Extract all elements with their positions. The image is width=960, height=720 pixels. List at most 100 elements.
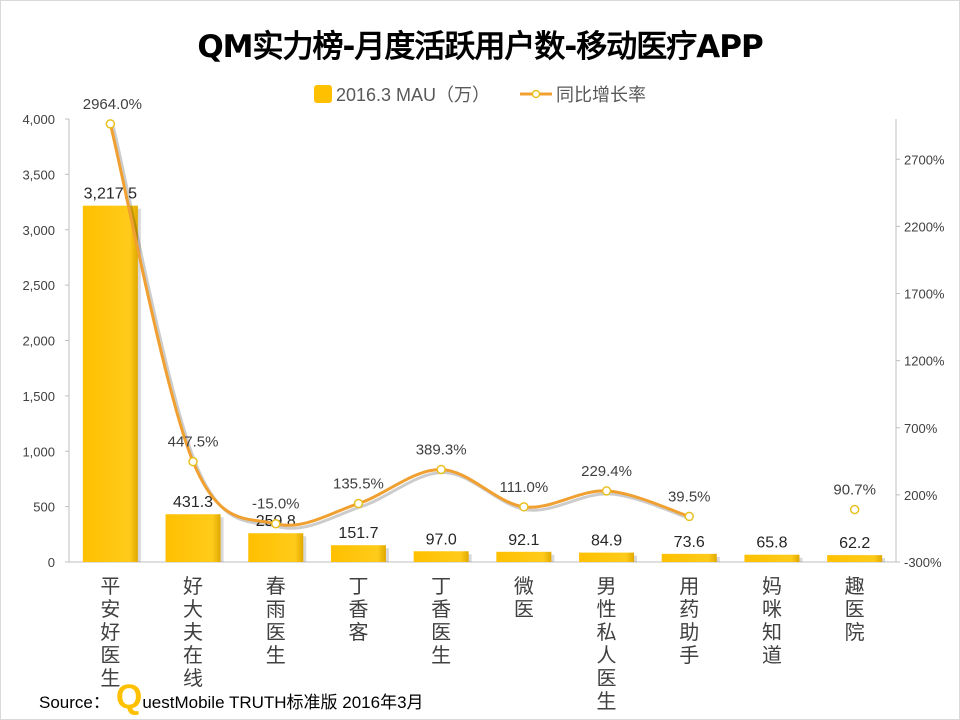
- legend-item-growth[interactable]: 同比增长率: [520, 81, 646, 107]
- bar-微医: [496, 551, 552, 562]
- bar-平安好医生: [82, 205, 138, 563]
- category-label-char: 咪: [762, 598, 782, 621]
- category-label-char: 平: [100, 576, 120, 598]
- questmobile-logo: Q: [115, 678, 143, 716]
- category-label-char: 丁: [348, 576, 368, 598]
- chart-title: QM实力榜-月度活跃用户数-移动医疗APP: [197, 29, 763, 65]
- legend-line-swatch: [520, 89, 553, 99]
- left-tick-label: 0: [48, 555, 55, 570]
- category-label-char: 大: [183, 598, 203, 621]
- legend-bar-swatch: [313, 85, 332, 103]
- growth-value-label: -15.0%: [252, 496, 300, 513]
- category-label-char: 丁: [431, 576, 451, 598]
- legend-item-mau[interactable]: 2016.3 MAU（万）: [313, 81, 490, 107]
- right-tick-label: 2200%: [904, 219, 945, 234]
- bar-value-label: 73.6: [674, 534, 705, 551]
- category-label-char: 医: [266, 622, 286, 644]
- right-tick-label: -300%: [904, 555, 942, 570]
- category-label-char: 院: [845, 621, 865, 644]
- source-prefix: Source：: [39, 693, 110, 712]
- category-label-char: 夫: [183, 621, 203, 644]
- category-label-char: 好: [183, 575, 203, 598]
- left-tick-label: 3,000: [22, 223, 55, 238]
- bar-妈咪知道: [744, 554, 800, 562]
- category-label-char: 医: [845, 599, 865, 621]
- category-label-char: 私: [597, 621, 617, 644]
- category-label-char: 生: [266, 644, 286, 667]
- bar-趣医院: [827, 555, 883, 562]
- left-tick-label: 4,000: [22, 112, 55, 127]
- category-label-char: 安: [100, 598, 120, 621]
- right-tick-label: 1700%: [904, 287, 945, 302]
- category-label-char: 在: [183, 644, 203, 667]
- left-tick-label: 1,500: [22, 389, 55, 404]
- left-tick-label: 1,000: [22, 444, 55, 459]
- growth-point: [105, 119, 116, 129]
- growth-value-label: 135.5%: [333, 476, 384, 493]
- category-label-char: 医: [100, 645, 120, 667]
- growth-value-label: 111.0%: [500, 479, 549, 496]
- category-label-char: 性: [597, 598, 617, 621]
- left-tick-label: 3,500: [22, 167, 55, 182]
- category-label-char: 香: [348, 598, 368, 621]
- left-tick-label: 2,500: [22, 278, 55, 293]
- right-tick-label: 2700%: [904, 152, 945, 167]
- growth-point: [353, 498, 364, 509]
- category-label-char: 春: [266, 575, 286, 598]
- right-tick-label: 700%: [904, 421, 938, 436]
- growth-point: [519, 502, 529, 512]
- growth-point: [601, 486, 612, 496]
- category-label-char: 助: [679, 621, 699, 644]
- category-label-char: 用: [679, 576, 699, 598]
- bar-value-label: 62.2: [839, 535, 870, 552]
- growth-value-label: 90.7%: [833, 482, 876, 499]
- left-tick-label: 500: [33, 500, 55, 515]
- bar-value-label: 65.8: [756, 535, 787, 552]
- growth-point: [849, 504, 860, 515]
- growth-value-label: 389.3%: [416, 441, 467, 458]
- right-tick-label: 200%: [904, 488, 938, 503]
- growth-point: [684, 511, 694, 522]
- category-label-char: 医: [597, 668, 617, 690]
- category-label-char: 客: [348, 621, 368, 644]
- left-tick-label: 2,000: [22, 334, 55, 349]
- category-label-char: 知: [762, 621, 782, 644]
- growth-point: [271, 518, 281, 529]
- bar-丁香客: [330, 545, 386, 562]
- growth-value-label: 447.5%: [168, 434, 219, 451]
- category-label-char: 生: [597, 690, 617, 713]
- category-label-char: 药: [679, 598, 699, 621]
- category-label-char: 道: [762, 644, 782, 667]
- category-label-char: 微: [514, 575, 534, 598]
- category-label-char: 线: [183, 667, 203, 690]
- category-label-char: 人: [597, 644, 617, 667]
- category-label-char: 医: [431, 622, 451, 644]
- category-label-char: 妈: [762, 575, 782, 598]
- right-tick-label: 1200%: [904, 354, 945, 369]
- bar-value-label: 92.1: [508, 532, 539, 549]
- category-label-char: 手: [679, 644, 699, 667]
- bar-好大夫在线: [165, 514, 221, 562]
- category-label-char: 雨: [266, 599, 286, 621]
- bar-男性私人医生: [579, 552, 635, 562]
- category-label-char: 生: [100, 667, 120, 690]
- category-label-char: 趣: [845, 575, 865, 598]
- source-text: uestMobile TRUTH标准版 2016年3月: [142, 693, 424, 712]
- bar-丁香医生: [413, 551, 469, 562]
- category-label-char: 香: [431, 598, 451, 621]
- source-note: Source： Q uestMobile TRUTH标准版 2016年3月: [39, 678, 424, 716]
- bar-value-label: 431.3: [173, 494, 213, 511]
- category-label-char: 生: [431, 644, 451, 667]
- bar-value-label: 84.9: [591, 533, 622, 550]
- growth-value-label: 2964.0%: [83, 96, 142, 113]
- growth-point: [188, 456, 198, 467]
- growth-point: [436, 464, 446, 475]
- bar-春雨医生: [248, 533, 304, 562]
- category-label-char: 医: [514, 599, 534, 621]
- bar-value-label: 97.0: [426, 531, 457, 548]
- growth-value-label: 39.5%: [668, 488, 711, 505]
- growth-value-label: 229.4%: [581, 463, 632, 480]
- category-label-char: 好: [100, 621, 120, 644]
